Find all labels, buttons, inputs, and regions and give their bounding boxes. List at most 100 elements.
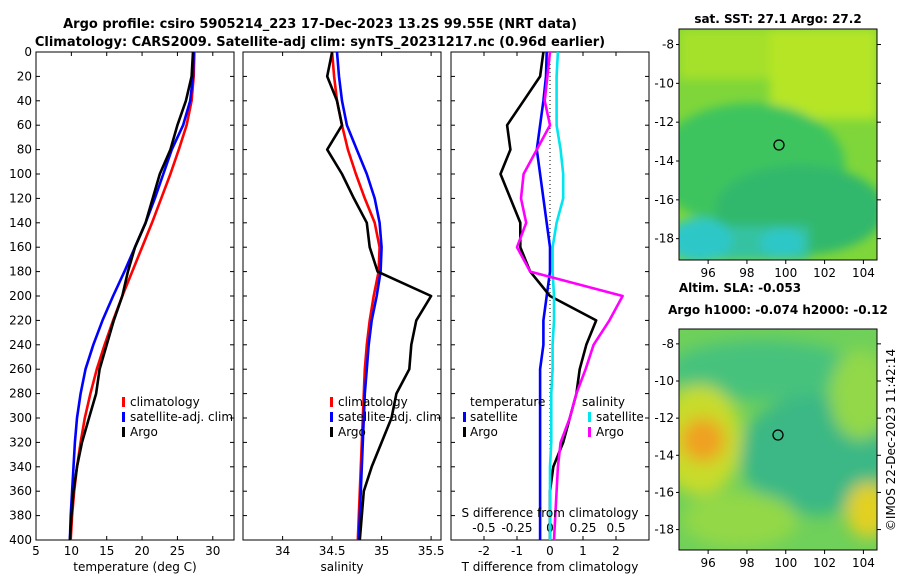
lat-tick-label: -12 — [654, 115, 674, 129]
legend-salinity-title: salinity — [582, 395, 625, 409]
temperature-axes-box — [35, 51, 235, 541]
lat-tick-label: -10 — [654, 76, 674, 90]
sla-south-band — [682, 492, 798, 548]
lat-tick-label: -16 — [654, 193, 674, 207]
sla-argo-marker — [772, 429, 784, 441]
sst-lat-ticks: -8 -10 -12 -14 -16 -18 — [654, 38, 881, 246]
x-tick-label: -1 — [511, 544, 523, 558]
sst-map-frame — [678, 28, 878, 261]
series-line-argo — [68, 51, 195, 541]
sla-map-frame — [678, 328, 878, 551]
s-diff-tick-label: 0.5 — [606, 521, 625, 535]
legend-argo: Argo — [338, 425, 366, 439]
lon-tick-label: 98 — [739, 266, 754, 280]
legend-swatch-satellite — [122, 412, 125, 422]
x-tick-label: 1 — [579, 544, 587, 558]
sla-lon-ticks: 96 98 100 102 104 — [700, 550, 875, 570]
lon-tick-label: 102 — [813, 266, 836, 280]
series-line-s-satellite — [548, 51, 565, 540]
lat-tick-label: -14 — [654, 154, 674, 168]
depth-tick-label: 280 — [9, 387, 32, 401]
sst-map-field — [679, 29, 877, 260]
depth-tick-label: 300 — [9, 411, 32, 425]
lat-tick-label: -8 — [662, 337, 674, 351]
lat-tick-label: -14 — [654, 448, 674, 462]
x-tick-label: 34.5 — [319, 544, 346, 558]
legend-argo: Argo — [130, 425, 158, 439]
depth-tick-label: 80 — [17, 143, 32, 157]
temperature-series — [68, 51, 196, 541]
legend-swatch-s-satellite — [588, 412, 591, 422]
sla-north-trough — [679, 340, 857, 400]
depth-tick-label: 100 — [9, 167, 32, 181]
lon-tick-label: 104 — [852, 556, 875, 570]
salinity-legend: climatology satellite-adj. clim Argo — [330, 395, 441, 439]
x-tick-label: 10 — [64, 544, 79, 558]
sst-argo-marker — [773, 139, 785, 151]
legend-s-argo: Argo — [596, 425, 624, 439]
difference-panel: -2 -1 0 1 2 -0.5 -0.25 0 0.25 0.5 temperature sa… — [450, 51, 650, 574]
difference-y-ticks — [451, 51, 649, 541]
sla-map-panel: Altim. SLA: -0.053 Argo h1000: -0.074 h2… — [654, 281, 887, 570]
sst-map-panel: sat. SST: 27.1 Argo: 27.2 -8 -10 -12 -14 -16… — [654, 12, 881, 280]
lon-tick-label: 104 — [852, 266, 875, 280]
salinity-panel: 34 34.5 35 35.5 climatology satellite-adj. … — [242, 51, 445, 574]
legend-swatch-climatology — [330, 397, 333, 407]
lon-tick-label: 100 — [774, 266, 797, 280]
figure-title-line1: Argo profile: csiro 5905214_223 17-Dec-2… — [63, 17, 577, 32]
depth-tick-label: 260 — [9, 362, 32, 376]
series-line-climatology — [69, 51, 196, 541]
lon-tick-label: 100 — [774, 556, 797, 570]
depth-tick-label: 120 — [9, 191, 32, 205]
legend-swatch-argo — [122, 427, 125, 437]
legend-temperature-title: temperature — [470, 395, 545, 409]
depth-tick-label: 20 — [17, 69, 32, 83]
legend-swatch-t-satellite — [463, 412, 466, 422]
lon-tick-label: 96 — [700, 266, 715, 280]
legend-swatch-argo — [330, 427, 333, 437]
depth-tick-label: 200 — [9, 289, 32, 303]
depth-tick-label: 400 — [9, 533, 32, 547]
series-line-t-argo — [499, 51, 598, 540]
x-tick-label: 20 — [134, 544, 149, 558]
difference-legend-salinity: salinity satellite Argo — [582, 395, 644, 439]
t-difference-tick-labels: -2 -1 0 1 2 — [478, 52, 620, 558]
depth-tick-label: 140 — [9, 216, 32, 230]
difference-series — [499, 51, 624, 541]
x-tick-label: -2 — [478, 544, 490, 558]
depth-tick-label: 180 — [9, 265, 32, 279]
s-difference-tick-labels: -0.5 -0.25 0 0.25 0.5 — [472, 521, 625, 535]
s-diff-tick-label: -0.5 — [472, 521, 495, 535]
legend-swatch-t-argo — [463, 427, 466, 437]
salinity-axis-label: salinity — [320, 560, 363, 574]
sst-cold-pool-east — [760, 229, 804, 257]
depth-tick-label: 340 — [9, 460, 32, 474]
legend-climatology: climatology — [130, 395, 200, 409]
lon-tick-label: 102 — [813, 556, 836, 570]
series-line-s-argo — [515, 51, 624, 541]
x-tick-label: 5 — [32, 544, 40, 558]
sla-patches — [679, 340, 877, 548]
legend-satellite: satellite-adj. clim — [338, 410, 441, 424]
copyright-stamp: ©IMOS 22-Dec-2023 11:42:14 — [884, 349, 898, 531]
legend-swatch-satellite — [330, 412, 333, 422]
s-diff-tick-label: 0.25 — [570, 521, 597, 535]
salinity-y-ticks — [243, 51, 441, 541]
sst-cold-pool-west — [679, 218, 732, 260]
temperature-panel: 0 20 40 60 80 100 120 140 160 180 200 220 240 260 280 3… — [9, 45, 235, 574]
sla-se-ridge — [846, 482, 877, 538]
sst-lon-ticks: 96 98 100 102 104 — [700, 260, 875, 280]
x-tick-label: 35.5 — [418, 544, 445, 558]
lon-tick-label: 98 — [739, 556, 754, 570]
depth-tick-label: 40 — [17, 94, 32, 108]
x-tick-label: 30 — [205, 544, 220, 558]
x-tick-label: 0 — [546, 544, 554, 558]
depth-tick-labels: 0 20 40 60 80 100 120 140 160 180 200 220 240 260 280 3… — [9, 45, 234, 547]
depth-tick-label: 380 — [9, 509, 32, 523]
legend-s-satellite: satellite — [596, 410, 644, 424]
temperature-axis-label: temperature (deg C) — [73, 560, 196, 574]
legend-t-satellite: satellite — [470, 410, 518, 424]
legend-satellite: satellite-adj. clim — [130, 410, 233, 424]
s-difference-axis-label: S difference from climatology — [462, 506, 639, 520]
